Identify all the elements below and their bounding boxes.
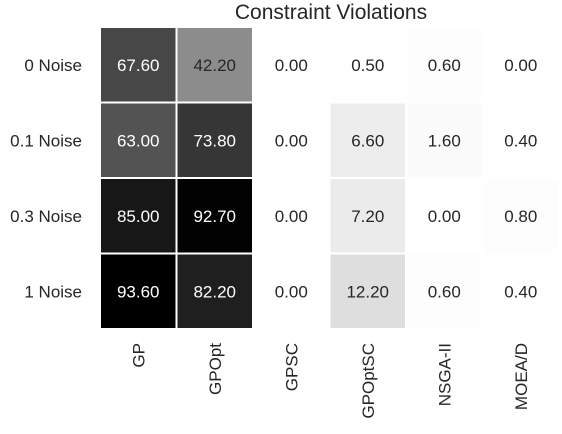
heatmap-cell bbox=[483, 103, 558, 177]
cell-value-label: 0.00 bbox=[504, 56, 537, 75]
cell-value-label: 0.50 bbox=[351, 56, 384, 75]
cell-value-label: 0.00 bbox=[275, 56, 308, 75]
heatmap-cell bbox=[177, 179, 252, 253]
heatmap-cell bbox=[254, 28, 329, 102]
heatmap-cell bbox=[330, 28, 405, 102]
cell-value-label: 0.40 bbox=[504, 282, 537, 301]
heatmap-cell bbox=[330, 179, 405, 253]
cell-value-label: 0.00 bbox=[275, 131, 308, 150]
cell-value-label: 85.00 bbox=[117, 207, 160, 226]
heatmap-cell bbox=[177, 28, 252, 102]
cell-value-label: 82.20 bbox=[193, 282, 236, 301]
heatmap-cell bbox=[483, 28, 558, 102]
column-label: GPOptSC bbox=[359, 343, 378, 419]
heatmap-cell bbox=[330, 254, 405, 328]
chart-title: Constraint Violations bbox=[235, 1, 427, 24]
cell-value-label: 1.60 bbox=[428, 131, 461, 150]
row-label: 1 Noise bbox=[24, 282, 82, 301]
heatmap-cell bbox=[483, 254, 558, 328]
cell-value-label: 92.70 bbox=[193, 207, 236, 226]
row-label: 0 Noise bbox=[24, 56, 82, 75]
cell-value-label: 0.00 bbox=[428, 207, 461, 226]
heatmap-cell bbox=[407, 28, 482, 102]
heatmap-cell bbox=[407, 103, 482, 177]
cell-value-label: 7.20 bbox=[351, 207, 384, 226]
cell-value-label: 67.60 bbox=[117, 56, 160, 75]
cell-value-label: 0.00 bbox=[275, 282, 308, 301]
row-labels: 0 Noise 0.1 Noise 0.3 Noise 1 Noise bbox=[10, 56, 82, 302]
heatmap-cell bbox=[101, 103, 176, 177]
cell-value-label: 6.60 bbox=[351, 131, 384, 150]
heatmap-cells: 67.60 42.20 0.00 0.50 0.60 0.00 63.00 73.80 0.00… bbox=[101, 28, 558, 328]
heatmap-cell bbox=[407, 179, 482, 253]
heatmap-cell bbox=[101, 254, 176, 328]
heatmap-cell bbox=[254, 254, 329, 328]
cell-value-label: 0.80 bbox=[504, 207, 537, 226]
heatmap-cell bbox=[101, 179, 176, 253]
column-label: GP bbox=[129, 343, 148, 368]
heatmap-cell bbox=[254, 179, 329, 253]
heatmap-cell bbox=[330, 103, 405, 177]
cell-value-label: 73.80 bbox=[193, 131, 236, 150]
column-label: MOEA/D bbox=[512, 343, 531, 410]
heatmap-cell bbox=[254, 103, 329, 177]
heatmap-cell bbox=[407, 254, 482, 328]
cell-value-label: 63.00 bbox=[117, 131, 160, 150]
heatmap-cell bbox=[101, 28, 176, 102]
cell-value-label: 93.60 bbox=[117, 282, 160, 301]
column-label: GPSC bbox=[282, 343, 301, 391]
row-label: 0.1 Noise bbox=[10, 131, 82, 150]
cell-value-label: 0.00 bbox=[275, 207, 308, 226]
cell-value-label: 42.20 bbox=[193, 56, 236, 75]
row-label: 0.3 Noise bbox=[10, 207, 82, 226]
column-label: GPOpt bbox=[206, 343, 225, 395]
heatmap-cell bbox=[177, 254, 252, 328]
cell-value-label: 0.60 bbox=[428, 56, 461, 75]
heatmap-cell bbox=[177, 103, 252, 177]
column-labels: GP GPOpt GPSC GPOptSC NSGA-II MOEA/D bbox=[129, 343, 531, 419]
cell-value-label: 0.40 bbox=[504, 131, 537, 150]
cell-value-label: 0.60 bbox=[428, 282, 461, 301]
heatmap-cell bbox=[483, 179, 558, 253]
column-label: NSGA-II bbox=[435, 343, 454, 406]
cell-value-label: 12.20 bbox=[346, 282, 389, 301]
